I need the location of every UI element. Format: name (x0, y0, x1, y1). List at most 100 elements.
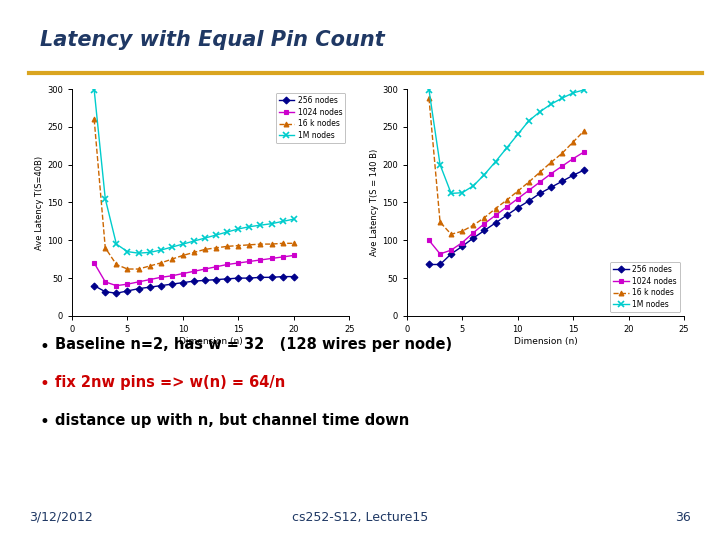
256 nodes (189, 278, 198, 285)
1M nodes (156, 247, 165, 253)
256 nodes (536, 190, 544, 197)
256 nodes (145, 284, 154, 291)
256 nodes (90, 282, 99, 289)
1M nodes (458, 190, 467, 196)
1024 nodes (90, 260, 99, 266)
16 k nodes (179, 252, 187, 259)
1M nodes (101, 195, 109, 202)
16 k nodes (101, 245, 109, 251)
1M nodes (223, 229, 232, 235)
1M nodes (580, 86, 588, 93)
Line: 256 nodes: 256 nodes (426, 167, 587, 267)
1M nodes (245, 224, 253, 230)
256 nodes (289, 273, 298, 280)
1024 nodes (289, 252, 298, 259)
16 k nodes (425, 95, 433, 102)
1024 nodes (546, 171, 555, 177)
Text: distance up with n, but channel time down: distance up with n, but channel time dow… (55, 413, 410, 428)
Text: Latency with Equal Pin Count: Latency with Equal Pin Count (40, 30, 384, 50)
X-axis label: Dimension (n): Dimension (n) (179, 337, 243, 346)
16 k nodes (212, 245, 220, 251)
1M nodes (503, 145, 511, 151)
1024 nodes (503, 204, 511, 210)
Legend: 256 nodes, 1024 nodes, 16 k nodes, 1M nodes: 256 nodes, 1024 nodes, 16 k nodes, 1M no… (276, 93, 346, 143)
16 k nodes (234, 242, 243, 249)
1M nodes (168, 244, 176, 251)
256 nodes (480, 227, 489, 234)
16 k nodes (168, 256, 176, 262)
1M nodes (546, 101, 555, 107)
Text: 36: 36 (675, 511, 691, 524)
Line: 1M nodes: 1M nodes (426, 87, 588, 197)
Line: 16 k nodes: 16 k nodes (91, 117, 296, 272)
16 k nodes (536, 169, 544, 176)
Text: •: • (40, 375, 50, 393)
1024 nodes (101, 279, 109, 285)
Legend: 256 nodes, 1024 nodes, 16 k nodes, 1M nodes: 256 nodes, 1024 nodes, 16 k nodes, 1M no… (611, 262, 680, 312)
16 k nodes (279, 240, 287, 247)
256 nodes (234, 275, 243, 281)
16 k nodes (189, 249, 198, 255)
1M nodes (447, 190, 456, 197)
1M nodes (145, 249, 154, 255)
1024 nodes (234, 260, 243, 266)
16 k nodes (123, 266, 132, 272)
1M nodes (112, 241, 121, 247)
256 nodes (212, 276, 220, 283)
Text: fix 2nw pins => w(n) = 64/n: fix 2nw pins => w(n) = 64/n (55, 375, 286, 390)
1024 nodes (458, 239, 467, 246)
Text: cs252-S12, Lecture15: cs252-S12, Lecture15 (292, 511, 428, 524)
1M nodes (289, 216, 298, 222)
256 nodes (123, 288, 132, 294)
256 nodes (223, 275, 232, 282)
1024 nodes (245, 258, 253, 265)
1M nodes (179, 241, 187, 247)
1M nodes (234, 226, 243, 232)
256 nodes (201, 277, 210, 284)
256 nodes (524, 198, 533, 204)
16 k nodes (580, 127, 588, 134)
256 nodes (425, 261, 433, 268)
256 nodes (491, 220, 500, 226)
256 nodes (469, 235, 477, 241)
16 k nodes (267, 241, 276, 247)
1M nodes (267, 220, 276, 227)
256 nodes (134, 286, 143, 292)
1024 nodes (267, 255, 276, 262)
1024 nodes (469, 230, 477, 236)
256 nodes (101, 288, 109, 295)
256 nodes (156, 282, 165, 289)
16 k nodes (289, 240, 298, 247)
1M nodes (256, 222, 265, 228)
16 k nodes (145, 263, 154, 269)
Line: 1024 nodes: 1024 nodes (426, 150, 587, 256)
16 k nodes (112, 261, 121, 268)
Line: 1M nodes: 1M nodes (91, 87, 297, 256)
256 nodes (580, 167, 588, 173)
16 k nodes (558, 150, 567, 157)
Text: •: • (40, 413, 50, 431)
Y-axis label: Ave Latency T(S = 140 B): Ave Latency T(S = 140 B) (370, 149, 379, 256)
1024 nodes (179, 271, 187, 277)
1M nodes (201, 235, 210, 241)
1024 nodes (436, 251, 444, 257)
1M nodes (425, 86, 433, 93)
1024 nodes (536, 179, 544, 185)
16 k nodes (245, 241, 253, 248)
1M nodes (134, 250, 143, 256)
16 k nodes (458, 228, 467, 234)
16 k nodes (513, 188, 522, 194)
1024 nodes (279, 254, 287, 260)
Line: 256 nodes: 256 nodes (91, 274, 296, 296)
16 k nodes (569, 139, 577, 145)
16 k nodes (480, 214, 489, 221)
1024 nodes (156, 274, 165, 281)
256 nodes (256, 274, 265, 281)
1024 nodes (201, 266, 210, 272)
16 k nodes (447, 231, 456, 238)
16 k nodes (201, 246, 210, 253)
256 nodes (279, 273, 287, 280)
1024 nodes (168, 273, 176, 279)
256 nodes (458, 243, 467, 249)
256 nodes (546, 184, 555, 191)
